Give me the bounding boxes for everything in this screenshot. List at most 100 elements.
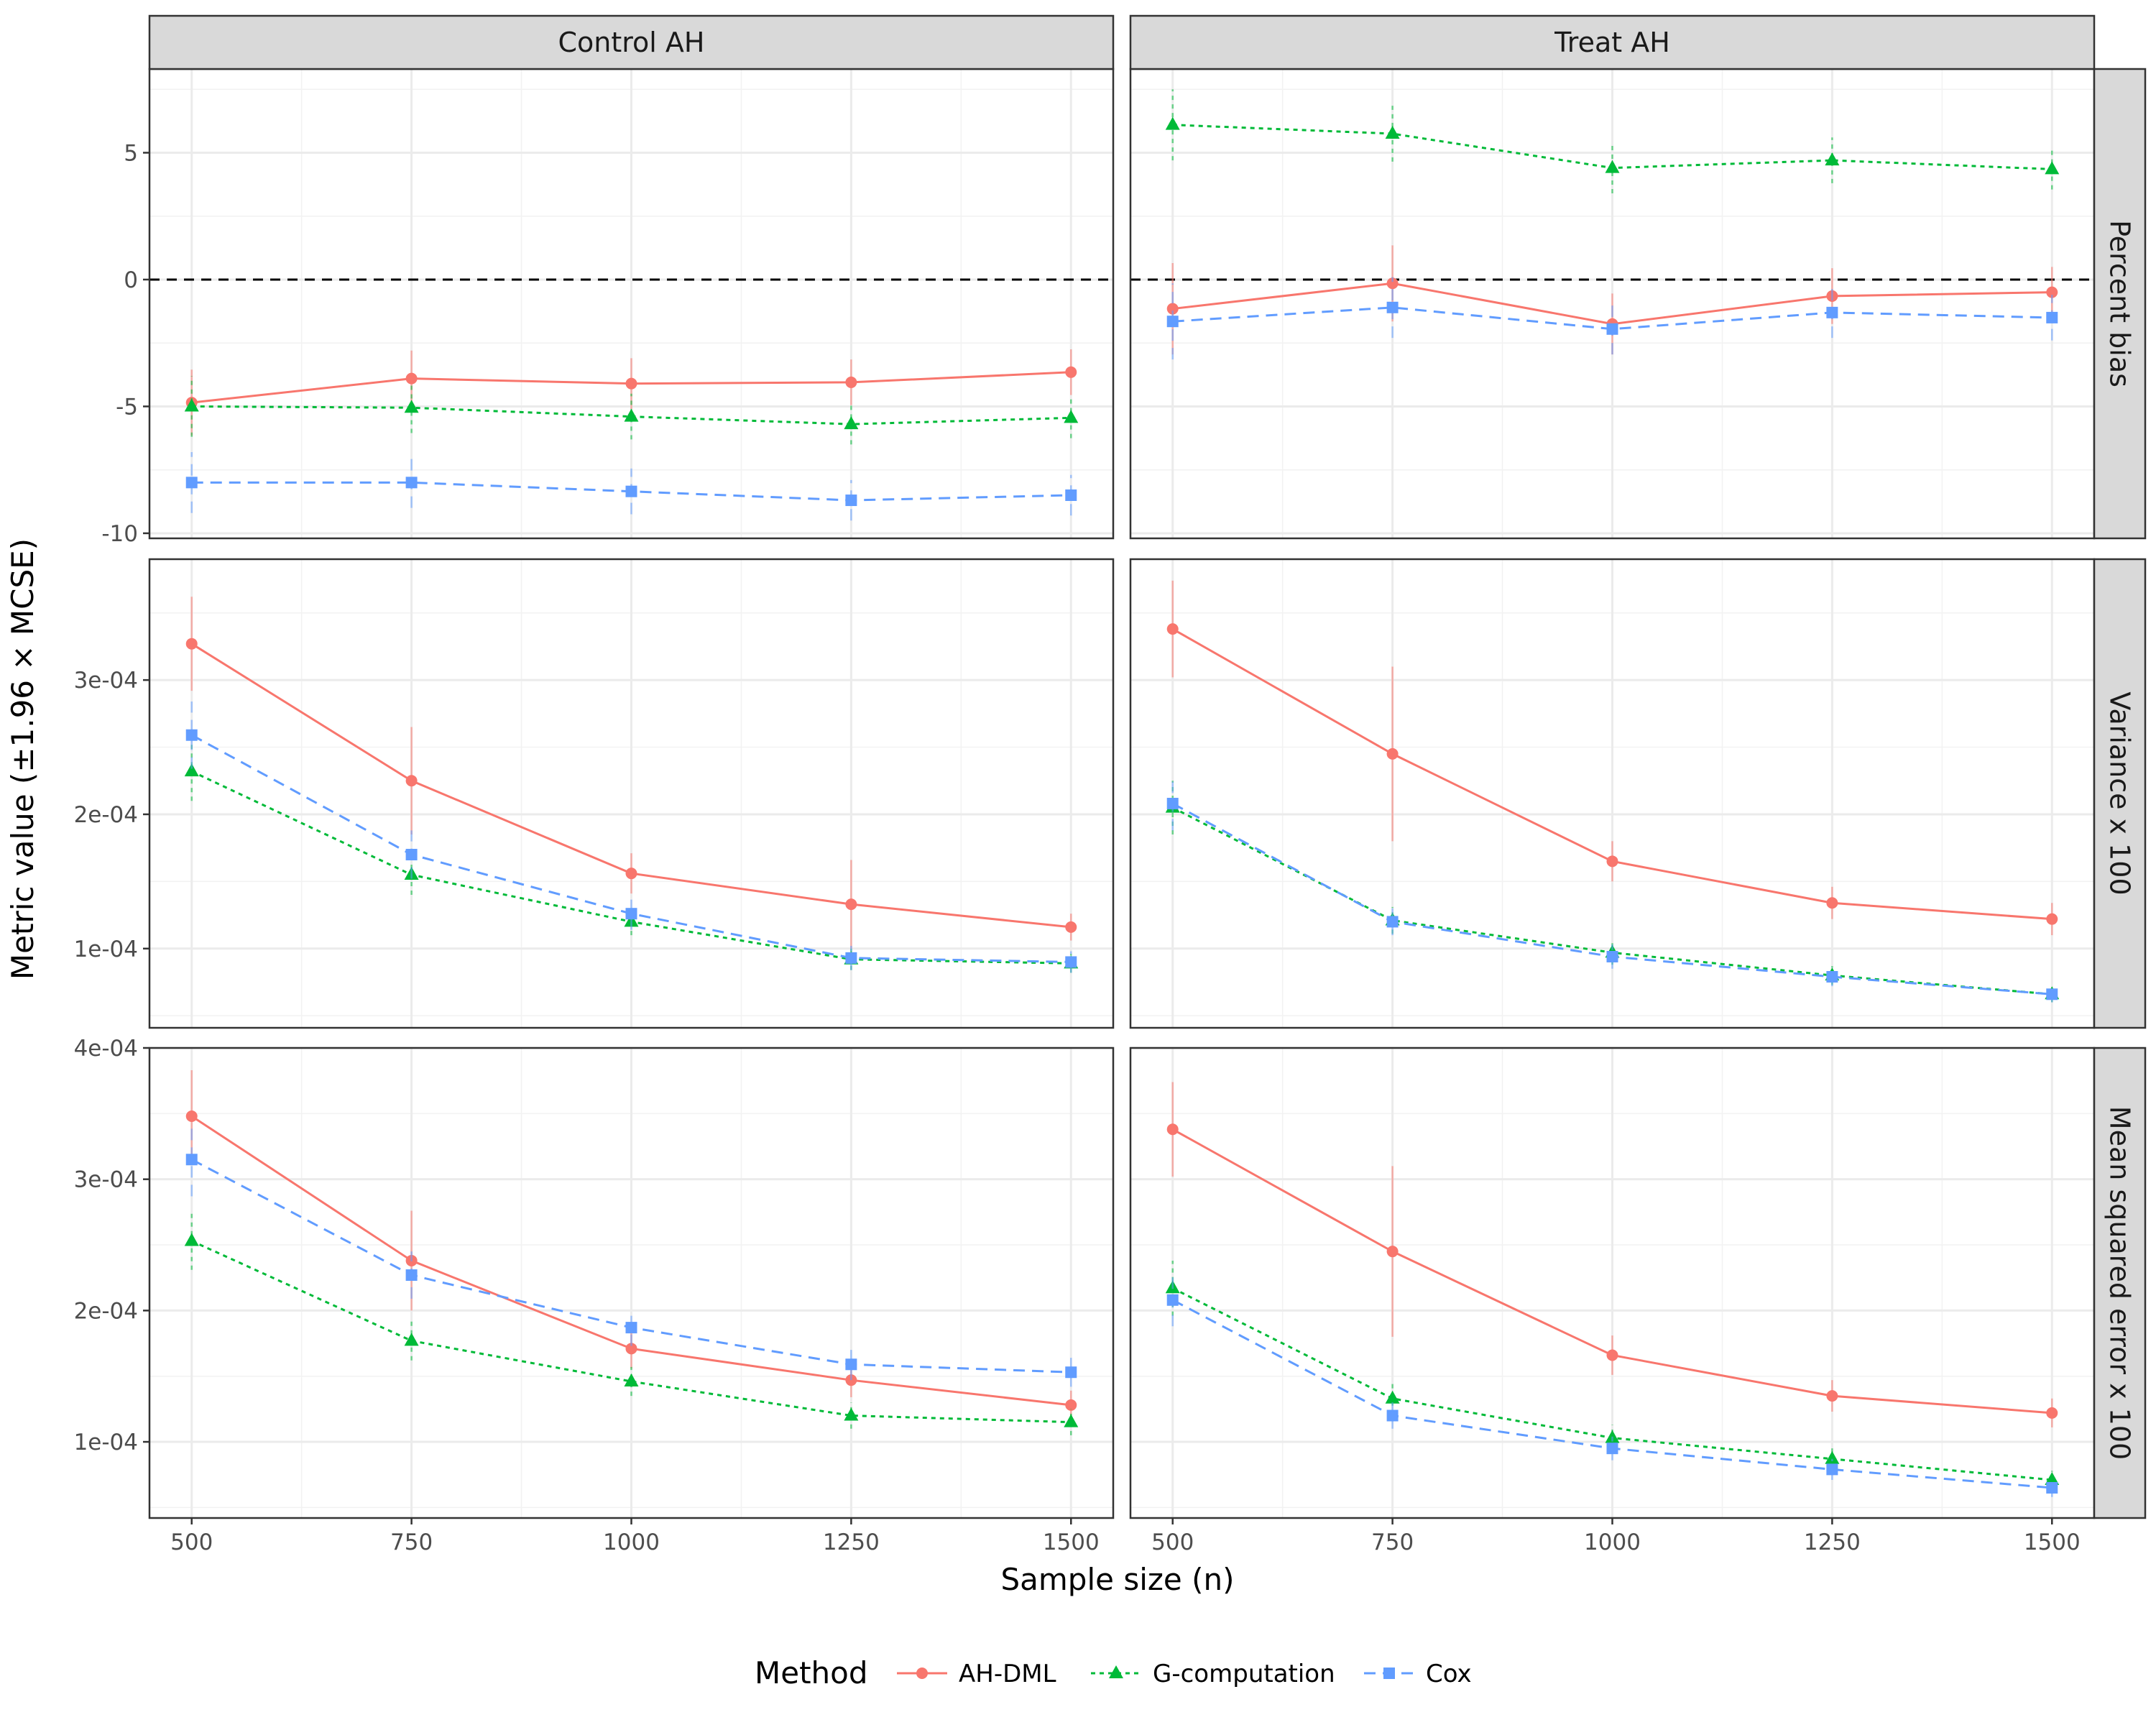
row-strip-label: Variance x 100 bbox=[2104, 691, 2136, 895]
data-point bbox=[2046, 1407, 2058, 1419]
legend-entry-g-computation: G-computation bbox=[1091, 1660, 1335, 1688]
data-point bbox=[1065, 489, 1077, 501]
data-point bbox=[1065, 1366, 1077, 1379]
data-point bbox=[624, 408, 639, 422]
data-point bbox=[1826, 1390, 1838, 1402]
data-point bbox=[624, 1374, 639, 1387]
y-tick-label: 2e-04 bbox=[74, 1298, 138, 1324]
data-point bbox=[1826, 306, 1838, 318]
data-point bbox=[404, 1333, 419, 1346]
legend: Method AH-DML G-computation Cox bbox=[755, 1655, 1472, 1690]
column-strip-label: Control AH bbox=[558, 27, 704, 58]
data-point bbox=[1825, 152, 1840, 166]
legend-label: G-computation bbox=[1153, 1660, 1335, 1688]
y-tick-label: -10 bbox=[101, 521, 138, 547]
row-strip bbox=[2093, 558, 2147, 1029]
data-point bbox=[404, 400, 419, 413]
data-point bbox=[185, 638, 198, 650]
y-tick-label: 3e-04 bbox=[74, 1167, 138, 1193]
data-point bbox=[1386, 1409, 1399, 1422]
data-point bbox=[1385, 126, 1400, 139]
axes-layer: -10 -5 0 5 1e-04 2e-04 3e-04 1e-04 2e-04 3e-04 4e-… bbox=[74, 140, 2081, 1555]
data-point bbox=[405, 775, 418, 787]
column-strip bbox=[1129, 14, 2096, 70]
data-point bbox=[184, 398, 199, 412]
data-point bbox=[185, 477, 198, 489]
data-point bbox=[405, 849, 418, 861]
x-tick-label: 750 bbox=[1371, 1530, 1414, 1555]
data-point bbox=[2045, 161, 2060, 175]
legend-title: Method bbox=[755, 1655, 868, 1690]
x-tick-label: 1250 bbox=[1804, 1530, 1861, 1555]
series-line bbox=[191, 1240, 1072, 1424]
data-point bbox=[405, 372, 418, 385]
y-tick-label: 1e-04 bbox=[74, 1430, 138, 1455]
series-cox bbox=[1166, 1274, 2058, 1497]
data-point bbox=[1065, 1399, 1077, 1411]
data-point bbox=[844, 416, 859, 430]
data-point bbox=[1606, 1349, 1618, 1361]
data-point bbox=[625, 1343, 637, 1355]
data-point bbox=[1166, 1123, 1179, 1136]
column-strip bbox=[148, 14, 1115, 70]
data-point bbox=[1606, 855, 1618, 868]
y-tick-label: 2e-04 bbox=[74, 802, 138, 828]
data-point bbox=[625, 485, 637, 497]
data-point bbox=[1166, 623, 1179, 635]
panel-r3-c2 bbox=[1129, 1046, 2096, 1519]
legend-entry-ah-dml: AH-DML bbox=[897, 1660, 1056, 1688]
x-tick-label: 500 bbox=[170, 1530, 213, 1555]
data-point bbox=[1826, 1463, 1838, 1476]
x-tick-label: 1500 bbox=[1043, 1530, 1100, 1555]
row-strip bbox=[2093, 68, 2147, 540]
data-point bbox=[185, 1154, 198, 1166]
row-strip-label: Mean squared error x 100 bbox=[2104, 1106, 2136, 1460]
data-point bbox=[405, 1269, 418, 1282]
row-strip-label: Percent bias bbox=[2104, 220, 2136, 387]
data-point bbox=[1064, 410, 1079, 423]
series-ah-dml bbox=[185, 597, 1077, 949]
series-ah-dml bbox=[1166, 1082, 2058, 1427]
data-point bbox=[1166, 1294, 1179, 1306]
data-point bbox=[2046, 913, 2058, 925]
panel-r2-c2 bbox=[1129, 558, 2096, 1029]
x-tick-label: 1250 bbox=[823, 1530, 880, 1555]
data-point bbox=[1386, 748, 1399, 760]
data-point bbox=[845, 376, 857, 388]
x-tick-label: 1000 bbox=[1584, 1530, 1641, 1555]
panel-r3-c1 bbox=[148, 1046, 1115, 1519]
data-point bbox=[1386, 301, 1399, 313]
data-point bbox=[184, 1233, 199, 1246]
x-tick-label: 1500 bbox=[2024, 1530, 2081, 1555]
data-point bbox=[1826, 971, 1838, 983]
series-g-computation bbox=[184, 376, 1079, 445]
data-point bbox=[185, 729, 198, 741]
data-point bbox=[1065, 366, 1077, 378]
data-point bbox=[1605, 1430, 1620, 1443]
x-tick-label: 500 bbox=[1151, 1530, 1194, 1555]
data-point bbox=[1386, 916, 1399, 928]
data-point bbox=[1166, 316, 1179, 328]
data-point bbox=[1606, 1443, 1618, 1455]
panel-r2-c1 bbox=[148, 558, 1115, 1029]
data-point bbox=[405, 477, 418, 489]
series-cox bbox=[1166, 776, 2058, 1003]
data-point bbox=[845, 952, 857, 964]
data-point bbox=[185, 1110, 198, 1122]
data-point bbox=[1065, 921, 1077, 933]
data-point bbox=[1386, 277, 1399, 290]
data-point bbox=[1064, 1414, 1079, 1427]
data-point bbox=[1606, 950, 1618, 962]
y-tick-label: 4e-04 bbox=[74, 1036, 138, 1062]
data-point bbox=[625, 868, 637, 880]
data-point bbox=[625, 908, 637, 920]
y-tick-label: 3e-04 bbox=[74, 668, 138, 694]
legend-key-marker bbox=[916, 1668, 928, 1679]
series-g-computation bbox=[184, 1212, 1079, 1435]
series-g-computation bbox=[1165, 89, 2060, 193]
data-point bbox=[184, 763, 199, 777]
data-point bbox=[1166, 303, 1179, 315]
data-point bbox=[844, 1407, 859, 1421]
y-tick-label: 0 bbox=[124, 267, 138, 293]
legend-label: Cox bbox=[1426, 1660, 1472, 1688]
